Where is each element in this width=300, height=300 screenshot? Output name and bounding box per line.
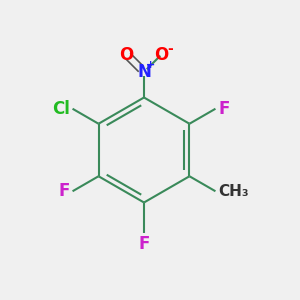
Text: F: F [218,100,230,118]
Text: +: + [146,60,155,70]
Text: -: - [167,42,173,56]
Text: F: F [58,182,70,200]
Text: O: O [119,46,134,64]
Text: O: O [154,46,169,64]
Text: F: F [138,235,150,253]
Text: CH₃: CH₃ [218,184,249,199]
Text: Cl: Cl [52,100,70,118]
Text: N: N [137,63,151,81]
